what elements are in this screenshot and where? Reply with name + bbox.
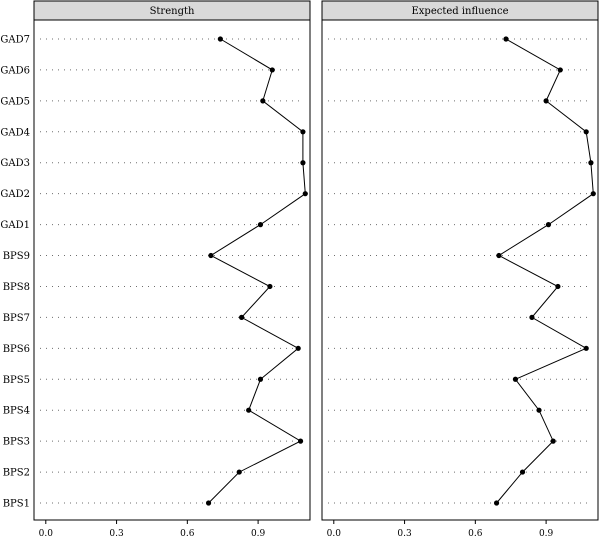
y-tick-label: GAD7 xyxy=(0,35,30,46)
y-tick-label: BPS1 xyxy=(3,499,30,510)
y-tick-label: GAD4 xyxy=(0,127,30,138)
y-tick-label: BPS8 xyxy=(3,282,30,293)
x-tick-label: 0.0 xyxy=(39,529,54,538)
data-point-bps2 xyxy=(236,469,242,475)
data-point-bps7 xyxy=(529,314,535,320)
data-point-bps9 xyxy=(496,252,502,259)
data-point-bps8 xyxy=(555,283,561,290)
x-tick-label: 0.6 xyxy=(468,529,483,538)
y-tick-label: BPS9 xyxy=(3,251,30,262)
data-point-gad1 xyxy=(257,222,264,228)
data-point-bps9 xyxy=(208,252,214,259)
data-point-bps3 xyxy=(297,438,304,444)
panel-title: Strength xyxy=(150,6,195,17)
x-tick-label: 0.9 xyxy=(251,529,266,538)
y-tick-label: BPS3 xyxy=(3,437,30,448)
plot-frame xyxy=(321,19,599,521)
panel-1: Strength GAD7 GAD6 GAD5 GAD4 GAD3 GAD2 GAD1 BPS9… xyxy=(0,0,311,538)
y-tick-label: BPS4 xyxy=(3,406,30,417)
panel-title: Expected influence xyxy=(411,6,508,17)
data-point-bps2 xyxy=(519,469,526,475)
data-point-bps1 xyxy=(493,500,500,506)
series-line xyxy=(496,38,594,504)
data-point-gad4 xyxy=(300,129,306,135)
data-point-bps5 xyxy=(257,376,264,382)
y-tick-label: BPS5 xyxy=(3,375,30,386)
data-point-gad3 xyxy=(588,160,594,166)
data-point-gad2 xyxy=(302,191,308,197)
data-point-gad6 xyxy=(557,67,563,73)
data-point-gad7 xyxy=(503,36,509,42)
x-tick-label: 0.6 xyxy=(180,529,195,538)
y-tick-label: GAD1 xyxy=(0,220,30,231)
data-point-gad5 xyxy=(543,98,549,104)
data-point-bps4 xyxy=(246,407,252,413)
y-tick-label: GAD2 xyxy=(0,189,30,200)
data-point-bps4 xyxy=(536,407,542,413)
y-tick-label: GAD5 xyxy=(0,96,30,107)
y-tick-label: GAD6 xyxy=(0,65,30,76)
y-tick-label: BPS7 xyxy=(3,313,30,324)
data-point-gad1 xyxy=(545,222,552,228)
data-point-bps5 xyxy=(512,376,519,382)
data-point-bps6 xyxy=(295,345,301,351)
data-point-gad2 xyxy=(590,191,596,197)
data-point-bps1 xyxy=(205,500,212,506)
data-point-gad5 xyxy=(260,98,266,104)
y-tick-label: BPS6 xyxy=(3,344,30,355)
x-tick-label: 0.0 xyxy=(327,529,342,538)
data-point-gad3 xyxy=(300,160,306,166)
panel-2: Expected influence 0.0 0.3 0.6 0.9 xyxy=(321,0,599,538)
data-point-bps6 xyxy=(583,345,589,351)
series-line xyxy=(208,38,306,504)
y-tick-label: GAD3 xyxy=(0,158,30,169)
data-point-bps7 xyxy=(238,314,245,320)
data-point-gad6 xyxy=(269,67,275,73)
x-tick-label: 0.9 xyxy=(539,529,554,538)
y-tick-label: BPS2 xyxy=(3,468,30,479)
plot-frame xyxy=(33,19,311,521)
data-point-gad4 xyxy=(583,129,589,135)
data-point-bps3 xyxy=(550,438,556,444)
data-point-gad7 xyxy=(217,36,223,42)
x-tick-label: 0.3 xyxy=(397,529,412,538)
x-tick-label: 0.3 xyxy=(109,529,124,538)
data-point-bps8 xyxy=(267,283,273,290)
